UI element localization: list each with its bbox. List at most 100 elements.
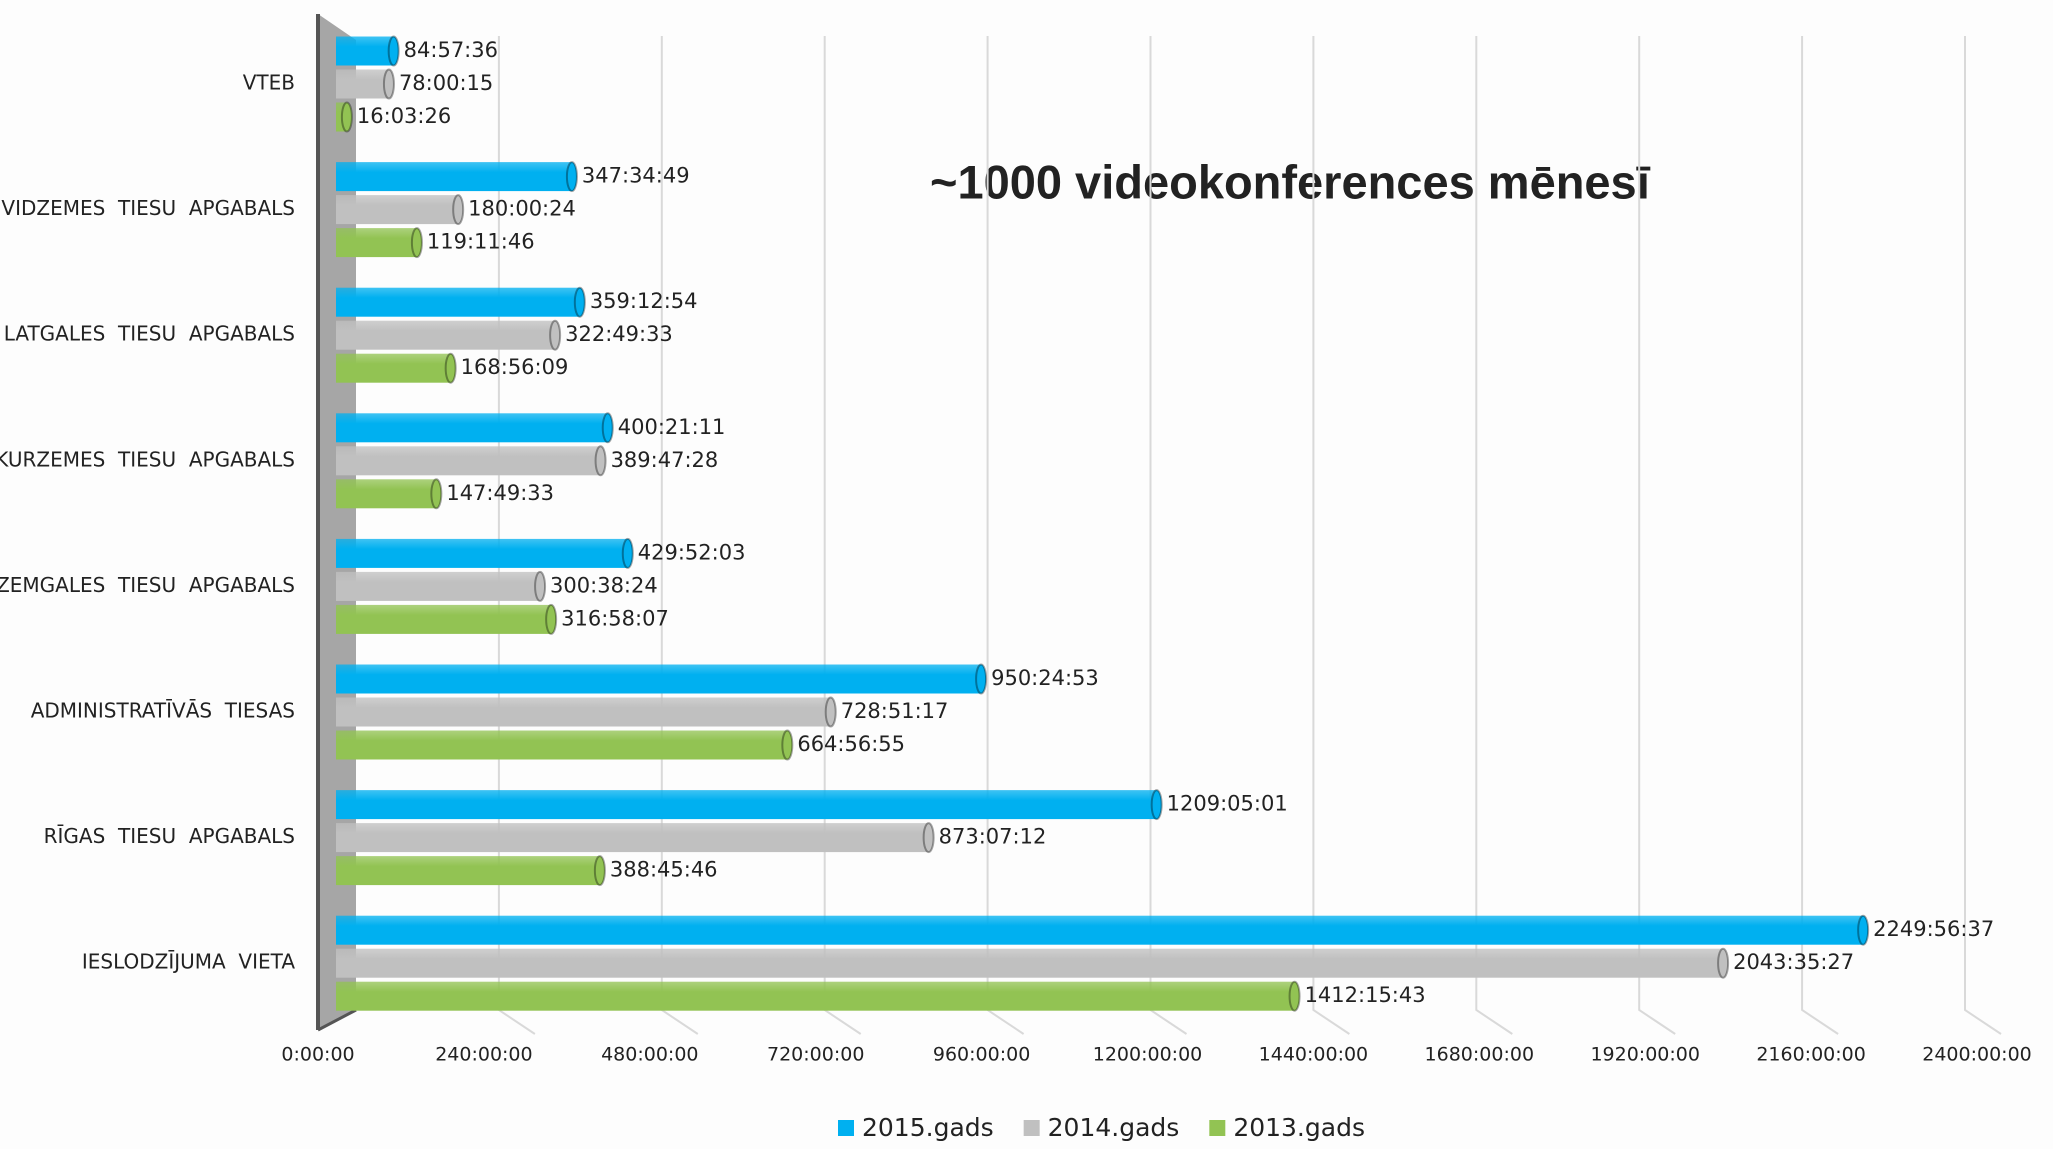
- bar: [336, 102, 347, 132]
- value-label: 389:47:28: [611, 448, 719, 472]
- bar: [336, 538, 628, 568]
- annotation: ~1000 videokonferences mēnesī: [930, 155, 1651, 208]
- x-tick-label: 480:00:00: [601, 1044, 698, 1066]
- bar: [336, 479, 437, 509]
- value-label: 873:07:12: [939, 825, 1047, 849]
- bar-cap: [975, 663, 988, 695]
- value-label: 388:45:46: [610, 858, 718, 882]
- legend-label: 2014.gads: [1048, 1113, 1180, 1142]
- bar-cap: [382, 68, 395, 100]
- value-label: 147:49:33: [446, 481, 554, 505]
- category-label: VIDZEMES TIESU APGABALS: [1, 196, 295, 220]
- bar: [336, 446, 601, 476]
- bar-cap: [1150, 789, 1163, 821]
- legend-swatch: [838, 1120, 854, 1136]
- bar: [336, 790, 1157, 820]
- bar-cap: [534, 570, 547, 602]
- grid-line: [1964, 36, 2002, 1035]
- bar-cap: [922, 822, 935, 854]
- value-label: 316:58:07: [561, 606, 669, 630]
- bar: [336, 413, 608, 443]
- bar: [336, 36, 394, 66]
- value-label: 84:57:36: [404, 38, 498, 62]
- grid-line: [1638, 36, 1676, 1035]
- bar-cap: [1288, 980, 1301, 1012]
- bar-cap: [1857, 914, 1870, 946]
- bar-cap: [601, 412, 614, 444]
- category-label: RĪGAS TIESU APGABALS: [44, 824, 295, 848]
- x-tick-label: 720:00:00: [767, 1044, 864, 1066]
- legend-label: 2013.gads: [1233, 1113, 1365, 1142]
- category-label: LATGALES TIESU APGABALS: [4, 322, 295, 346]
- category-label: KURZEMES TIESU APGABALS: [0, 447, 295, 471]
- x-tick-label: 2400:00:00: [1922, 1044, 2032, 1066]
- side-wall: [318, 14, 356, 1030]
- bar-cap: [824, 696, 837, 728]
- bar-cap: [565, 161, 578, 193]
- bar: [336, 948, 1724, 978]
- bar: [336, 823, 929, 853]
- grid-line: [1475, 36, 1513, 1035]
- x-tick-label: 1920:00:00: [1590, 1044, 1700, 1066]
- value-label: 168:56:09: [461, 355, 569, 379]
- bar-cap: [545, 603, 558, 635]
- x-tick-label: 1680:00:00: [1425, 1044, 1535, 1066]
- category-label: VTEB: [243, 71, 295, 95]
- value-label: 664:56:55: [797, 732, 905, 756]
- bar: [336, 571, 541, 601]
- bar: [336, 195, 459, 225]
- category-label: ADMINISTRATĪVĀS TIESAS: [31, 699, 295, 723]
- value-label: 728:51:17: [841, 699, 949, 723]
- grid-line: [1312, 36, 1350, 1035]
- bar: [336, 856, 600, 886]
- bar-cap: [387, 35, 400, 67]
- value-label: 359:12:54: [590, 289, 698, 313]
- bar: [336, 228, 417, 258]
- bar-cap: [444, 352, 457, 384]
- bar: [336, 915, 1864, 945]
- bar: [336, 697, 831, 727]
- bar: [336, 730, 788, 760]
- value-label: 16:03:26: [357, 104, 451, 128]
- value-label: 1412:15:43: [1305, 983, 1426, 1007]
- x-tick-label: 960:00:00: [933, 1044, 1030, 1066]
- value-label: 347:34:49: [582, 164, 690, 188]
- x-tick-label: 2160:00:00: [1756, 1044, 1866, 1066]
- value-label: 950:24:53: [991, 666, 1099, 690]
- bar-cap: [594, 445, 607, 477]
- bar: [336, 162, 572, 192]
- bar: [336, 320, 556, 350]
- bar-cap: [430, 478, 443, 510]
- value-label: 2043:35:27: [1733, 950, 1854, 974]
- x-tick-label: 1200:00:00: [1093, 1044, 1203, 1066]
- bar: [336, 69, 389, 99]
- value-label: 1209:05:01: [1167, 792, 1288, 816]
- bar-cap: [593, 855, 606, 887]
- bar: [336, 287, 580, 317]
- bar-cap: [621, 537, 634, 569]
- bar: [336, 353, 451, 383]
- x-tick-label: 0:00:00: [281, 1044, 354, 1066]
- bar-cap: [549, 319, 562, 351]
- x-tick-label: 240:00:00: [435, 1044, 532, 1066]
- bar-cap: [573, 286, 586, 318]
- floor-edge: [317, 1008, 357, 1032]
- bar-cap: [340, 101, 353, 133]
- category-label: ZEMGALES TIESU APGABALS: [0, 573, 295, 597]
- bar-cap: [1717, 947, 1730, 979]
- legend-swatch: [1023, 1120, 1040, 1136]
- value-label: 78:00:15: [399, 71, 493, 95]
- value-label: 322:49:33: [565, 322, 673, 346]
- x-tick-label: 1440:00:00: [1259, 1044, 1369, 1066]
- category-label: IESLODZĪJUMA VIETA: [82, 950, 295, 974]
- bar-cap: [410, 227, 423, 259]
- value-label: 300:38:24: [550, 573, 658, 597]
- value-label: 429:52:03: [638, 540, 746, 564]
- value-label: 2249:56:37: [1873, 917, 1994, 941]
- bar-cap: [781, 729, 794, 761]
- bar-cap: [452, 194, 465, 226]
- bar: [336, 604, 552, 634]
- bar: [336, 664, 982, 694]
